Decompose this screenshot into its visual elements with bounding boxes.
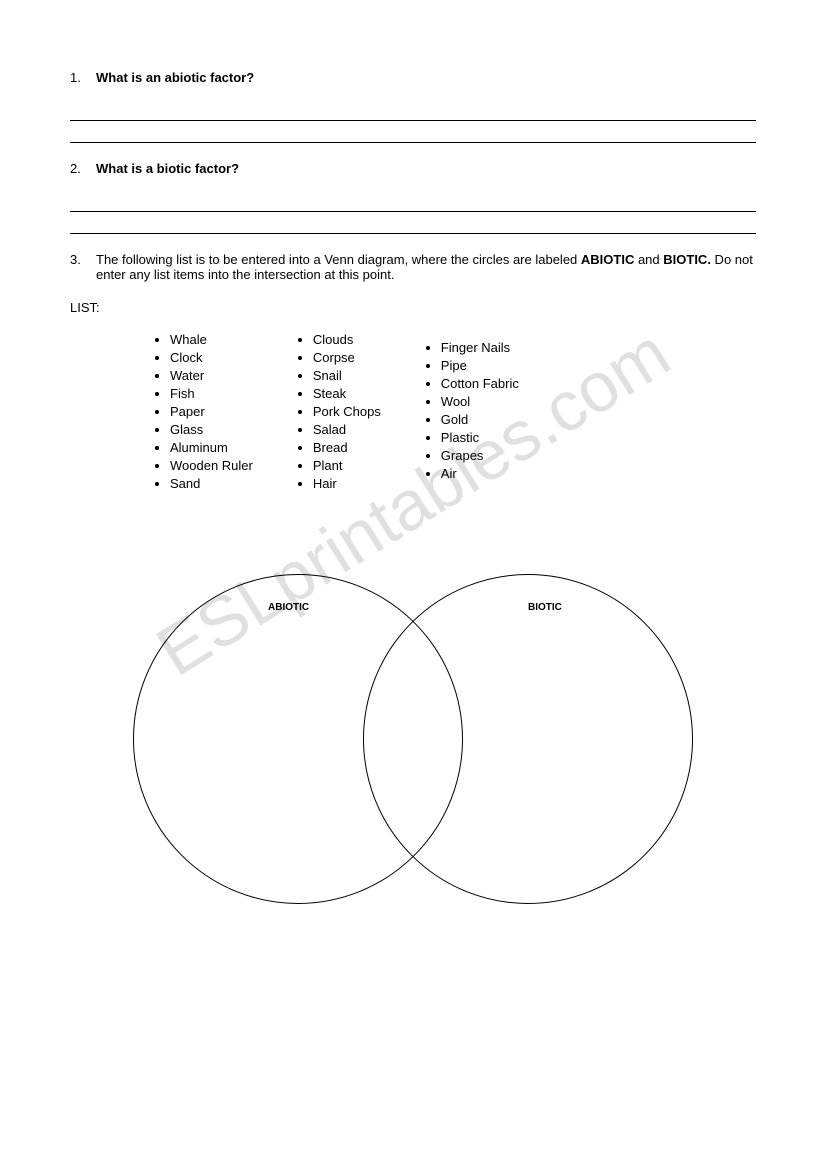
- q3-part1: The following list is to be entered into…: [96, 252, 581, 267]
- list-item: Fish: [170, 386, 253, 401]
- list-item: Finger Nails: [441, 340, 519, 355]
- answer-line[interactable]: [70, 194, 756, 212]
- list-column-3: Finger Nails Pipe Cotton Fabric Wool Gold Pla…: [421, 337, 519, 494]
- q3-number: 3.: [70, 252, 88, 267]
- q3-bold1: ABIOTIC: [581, 252, 634, 267]
- list-item: Wooden Ruler: [170, 458, 253, 473]
- q3-bold2: BIOTIC.: [663, 252, 711, 267]
- list-item: Paper: [170, 404, 253, 419]
- list-item: Steak: [313, 386, 381, 401]
- answer-line[interactable]: [70, 125, 756, 143]
- q1-text: What is an abiotic factor?: [96, 70, 254, 85]
- list-item: Pork Chops: [313, 404, 381, 419]
- question-2: 2. What is a biotic factor?: [70, 161, 756, 234]
- list-item: Salad: [313, 422, 381, 437]
- list-label: LIST:: [70, 300, 756, 315]
- list-column-1: Whale Clock Water Fish Paper Glass Aluminum Woo…: [150, 329, 253, 494]
- venn-diagram: ABIOTIC BIOTIC: [133, 534, 693, 974]
- venn-circle-biotic[interactable]: [363, 574, 693, 904]
- list-item: Corpse: [313, 350, 381, 365]
- venn-label-abiotic: ABIOTIC: [268, 602, 309, 613]
- list-item: Sand: [170, 476, 253, 491]
- q2-number: 2.: [70, 161, 88, 176]
- list-item: Grapes: [441, 448, 519, 463]
- list-column-2: Clouds Corpse Snail Steak Pork Chops Salad Bre…: [293, 329, 381, 494]
- list-item: Air: [441, 466, 519, 481]
- items-list: Whale Clock Water Fish Paper Glass Aluminum Woo…: [150, 329, 756, 494]
- list-item: Clock: [170, 350, 253, 365]
- list-item: Cotton Fabric: [441, 376, 519, 391]
- list-item: Aluminum: [170, 440, 253, 455]
- list-item: Bread: [313, 440, 381, 455]
- question-1: 1. What is an abiotic factor?: [70, 70, 756, 143]
- q1-number: 1.: [70, 70, 88, 85]
- list-item: Clouds: [313, 332, 381, 347]
- list-item: Whale: [170, 332, 253, 347]
- q3-text: The following list is to be entered into…: [96, 252, 756, 282]
- list-item: Hair: [313, 476, 381, 491]
- list-item: Plant: [313, 458, 381, 473]
- list-item: Gold: [441, 412, 519, 427]
- question-3: 3. The following list is to be entered i…: [70, 252, 756, 282]
- answer-line[interactable]: [70, 216, 756, 234]
- list-item: Pipe: [441, 358, 519, 373]
- answer-line[interactable]: [70, 103, 756, 121]
- list-item: Water: [170, 368, 253, 383]
- q3-part2: and: [634, 252, 663, 267]
- list-item: Plastic: [441, 430, 519, 445]
- q2-text: What is a biotic factor?: [96, 161, 239, 176]
- list-item: Snail: [313, 368, 381, 383]
- list-item: Wool: [441, 394, 519, 409]
- list-item: Glass: [170, 422, 253, 437]
- venn-label-biotic: BIOTIC: [528, 602, 562, 613]
